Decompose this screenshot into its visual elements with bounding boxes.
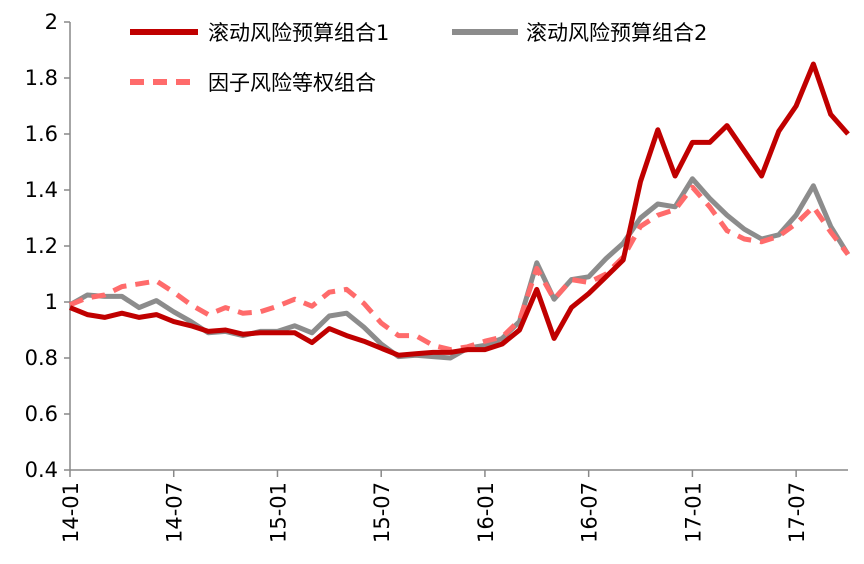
y-tick-label: 1.6: [25, 122, 58, 146]
series-line-2: [68, 176, 851, 361]
series-line-3: [69, 184, 850, 353]
legend-label-3: 因子风险等权组合: [208, 71, 376, 95]
x-tick-label: 17-01: [681, 482, 705, 543]
x-tick-label: 15-01: [266, 482, 290, 543]
series-line-1: [69, 61, 850, 358]
y-tick-label: 1: [45, 290, 58, 314]
y-tick-label: 0.4: [25, 458, 58, 482]
legend: 滚动风险预算组合1 滚动风险预算组合2 因子风险等权组合: [130, 21, 707, 95]
x-tick-label: 14-01: [59, 482, 83, 543]
legend-label-2: 滚动风险预算组合2: [526, 21, 707, 45]
axes: 0.40.60.811.21.41.61.82 14-01 14-07 15-01 1…: [25, 10, 848, 543]
x-ticks: 14-01 14-07 15-01 15-07 16-01 16-07 17-01 17-07: [59, 470, 809, 543]
y-tick-label: 2: [45, 10, 58, 34]
y-tick-label: 0.8: [25, 346, 58, 370]
x-tick-label: 14-07: [163, 482, 187, 543]
x-tick-label: 15-07: [370, 482, 394, 543]
x-tick-label: 16-01: [474, 482, 498, 543]
y-tick-label: 1.2: [25, 234, 58, 258]
y-tick-label: 1.4: [25, 178, 58, 202]
y-tick-label: 1.8: [25, 66, 58, 90]
series-lines: [68, 61, 851, 361]
x-tick-label: 16-07: [578, 482, 602, 543]
x-tick-label: 17-07: [785, 482, 809, 543]
y-tick-label: 0.6: [25, 402, 58, 426]
legend-label-1: 滚动风险预算组合1: [208, 21, 389, 45]
y-ticks: 0.4 0.6 0.8 1 1.2 1.4 1.6 1.8 2: [25, 10, 70, 482]
